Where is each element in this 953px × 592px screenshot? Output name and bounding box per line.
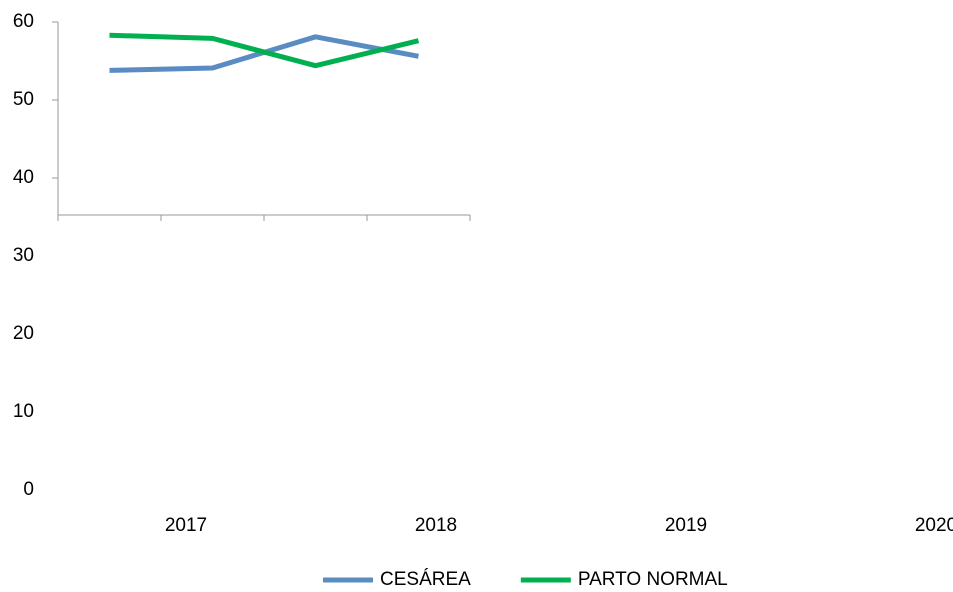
y-tick-label: 50 <box>13 89 34 110</box>
y-tick-label: 20 <box>13 323 34 344</box>
y-tick-label: 10 <box>13 401 34 422</box>
legend-label: CESÁREA <box>380 569 471 590</box>
glitch-axis <box>57 22 471 221</box>
y-tick-label: 60 <box>13 11 34 32</box>
x-tick-label: 2018 <box>415 515 457 536</box>
y-tick-label: 40 <box>13 167 34 188</box>
y-tick-label: 30 <box>13 245 34 266</box>
x-tick-label: 2019 <box>665 515 707 536</box>
x-tick-label: 2017 <box>165 515 207 536</box>
series-line <box>109 32 420 69</box>
y-tick-label: 0 <box>23 479 34 500</box>
x-tick-label: 2020 <box>915 515 953 536</box>
legend-label: PARTO NORMAL <box>578 569 728 590</box>
